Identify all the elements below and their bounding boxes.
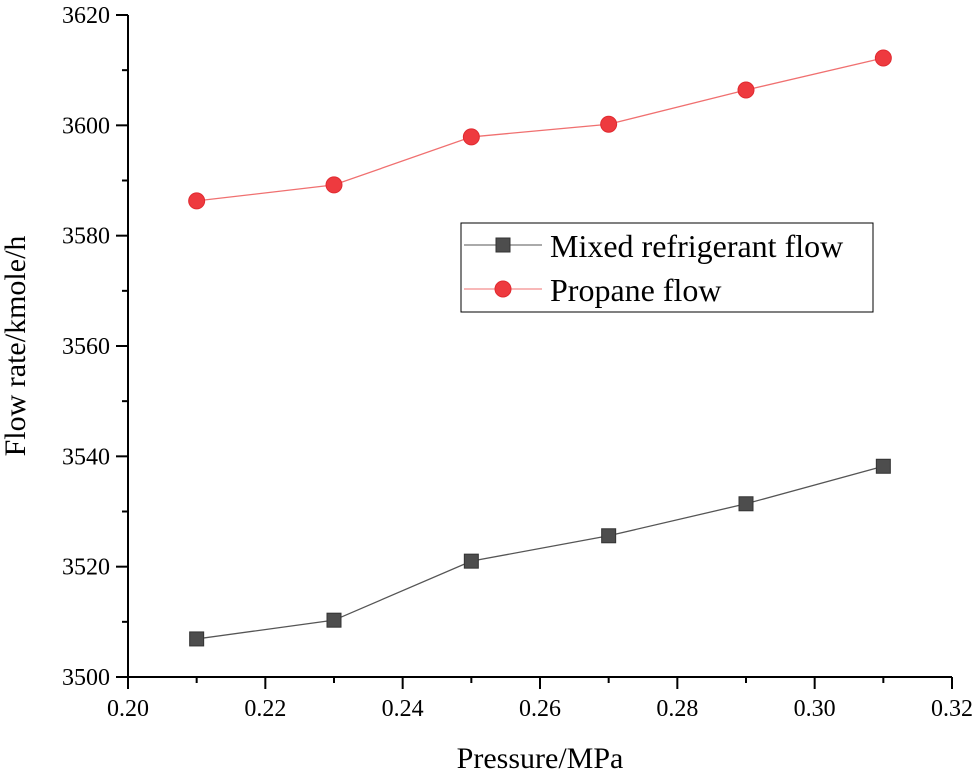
- axes: 0.20 0.22 0.24 0.26 0.28 0.30 0.32 3500 3520 3540…: [62, 3, 973, 722]
- y-tick-label: 3580: [62, 224, 110, 250]
- data-point-circle: [188, 192, 206, 210]
- x-tick-label: 0.26: [519, 696, 561, 722]
- data-point-square: [601, 528, 617, 544]
- data-point-circle: [600, 115, 618, 133]
- data-point-circle: [462, 128, 480, 146]
- data-point-square: [875, 458, 891, 474]
- legend-marker-circle: [494, 280, 512, 298]
- y-tick-label: 3520: [62, 555, 110, 581]
- legend-label-mixed: Mixed refrigerant flow: [550, 228, 843, 264]
- y-tick-label: 3620: [62, 3, 110, 29]
- data-point-square: [326, 612, 342, 628]
- data-point-square: [463, 553, 479, 569]
- x-tick-label: 0.30: [794, 696, 836, 722]
- data-point-circle: [737, 81, 755, 99]
- x-axis-label: Pressure/MPa: [457, 742, 624, 775]
- legend-box: [460, 222, 874, 313]
- data-point-square: [738, 496, 754, 512]
- data-point-circle: [874, 49, 892, 67]
- series-group: [188, 49, 892, 647]
- y-axis-label: Flow rate/kmole/h: [0, 236, 32, 457]
- x-tick-label: 0.20: [107, 696, 149, 722]
- y-tick-label: 3560: [62, 334, 110, 360]
- y-tick-label: 3500: [62, 665, 110, 691]
- x-tick-label: 0.28: [656, 696, 698, 722]
- legend-marker-square: [495, 237, 511, 253]
- y-tick-label: 3540: [62, 444, 110, 470]
- x-tick-label: 0.24: [382, 696, 424, 722]
- series-line-mixed: [196, 465, 884, 640]
- data-point-circle: [325, 176, 343, 194]
- x-tick-label: 0.32: [931, 696, 973, 722]
- series-line-propane: [196, 57, 884, 202]
- y-tick-label: 3600: [62, 113, 110, 139]
- data-point-square: [189, 631, 205, 647]
- legend-label-propane: Propane flow: [550, 272, 722, 308]
- x-tick-label: 0.22: [244, 696, 286, 722]
- legend: Mixed refrigerant flow Propane flow: [460, 222, 874, 313]
